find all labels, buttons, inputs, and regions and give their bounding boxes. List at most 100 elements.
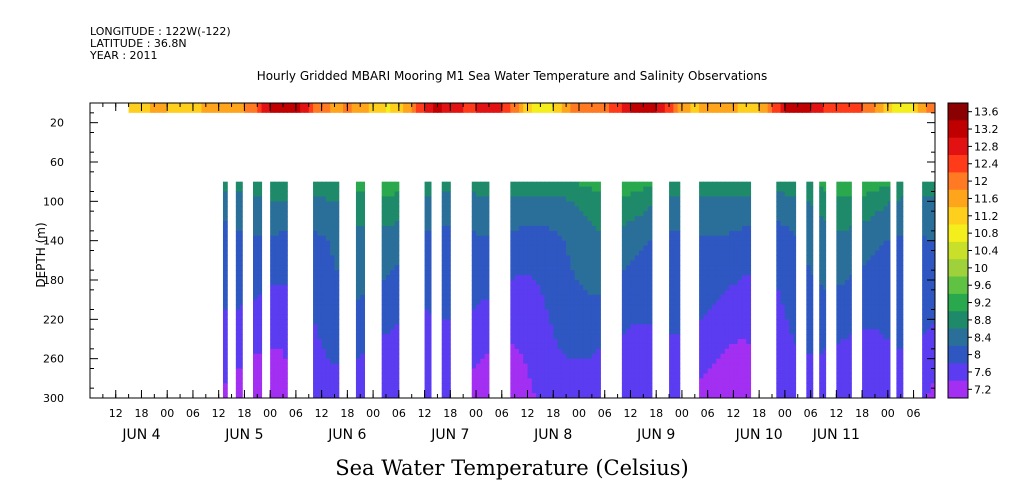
temperature-cell xyxy=(385,196,391,202)
temperature-cell xyxy=(390,309,396,315)
temperature-cell xyxy=(626,284,631,291)
temperature-cell xyxy=(849,343,852,350)
temperature-cell xyxy=(355,319,361,325)
temperature-cell xyxy=(716,314,722,320)
temperature-cell xyxy=(643,329,649,335)
temperature-cell xyxy=(527,255,533,261)
temperature-cell xyxy=(548,240,554,247)
surface-cell xyxy=(806,103,812,113)
temperature-cell xyxy=(703,265,709,271)
temperature-cell xyxy=(874,196,880,202)
temperature-cell xyxy=(321,250,327,256)
temperature-cell xyxy=(776,191,782,197)
temperature-cell xyxy=(235,343,241,350)
temperature-cell xyxy=(514,378,520,384)
temperature-cell xyxy=(544,294,550,301)
temperature-cell xyxy=(222,314,228,320)
temperature-cell xyxy=(270,334,275,340)
temperature-cell xyxy=(587,265,593,271)
temperature-cell xyxy=(424,260,430,266)
temperature-cell xyxy=(548,343,554,350)
temperature-cell xyxy=(720,186,726,192)
temperature-cell xyxy=(737,255,743,261)
temperature-cell xyxy=(823,363,827,369)
temperature-cell xyxy=(703,358,709,365)
temperature-cell xyxy=(583,363,589,369)
temperature-cell xyxy=(823,304,827,310)
temperature-cell xyxy=(596,280,601,286)
temperature-cell xyxy=(874,378,880,384)
temperature-cell xyxy=(561,270,567,276)
temperature-cell xyxy=(355,181,361,188)
temperature-cell xyxy=(531,304,537,310)
temperature-cell xyxy=(806,181,812,188)
temperature-cell xyxy=(669,255,674,261)
surface-cell xyxy=(476,103,481,113)
temperature-cell xyxy=(514,348,520,355)
temperature-cell xyxy=(720,299,726,306)
temperature-cell xyxy=(424,211,430,217)
temperature-cell xyxy=(836,383,842,389)
temperature-cell xyxy=(531,280,537,286)
surface-cell xyxy=(433,103,439,113)
temperature-cell xyxy=(716,378,722,384)
temperature-cell xyxy=(729,181,734,188)
temperature-cell xyxy=(441,343,447,350)
temperature-cell xyxy=(313,270,318,276)
temperature-cell xyxy=(390,304,396,310)
temperature-cell xyxy=(939,270,944,275)
temperature-cell xyxy=(741,388,747,394)
temperature-cell xyxy=(630,348,636,355)
temperature-cell xyxy=(484,304,490,310)
temperature-cell xyxy=(935,196,940,201)
temperature-cell xyxy=(583,201,589,207)
temperature-cell xyxy=(536,383,541,389)
temperature-cell xyxy=(360,329,366,335)
temperature-cell xyxy=(518,368,524,374)
temperature-cell xyxy=(394,378,400,384)
surface-cell xyxy=(669,103,674,113)
temperature-cell xyxy=(471,196,477,202)
temperature-cell xyxy=(553,319,559,325)
temperature-cell xyxy=(360,373,366,379)
temperature-cell xyxy=(274,186,280,192)
temperature-cell xyxy=(283,235,288,242)
temperature-cell xyxy=(235,275,241,281)
temperature-cell xyxy=(446,378,451,384)
temperature-cell xyxy=(647,250,653,256)
temperature-cell xyxy=(703,289,709,296)
temperature-cell xyxy=(819,240,824,247)
temperature-cell xyxy=(879,363,885,369)
temperature-cell xyxy=(441,348,447,355)
temperature-cell xyxy=(591,260,597,266)
temperature-cell xyxy=(566,358,571,365)
temperature-cell xyxy=(544,196,550,202)
temperature-cell xyxy=(583,260,589,266)
temperature-cell xyxy=(548,289,554,296)
temperature-cell xyxy=(935,285,940,290)
temperature-cell xyxy=(240,353,243,360)
temperature-cell xyxy=(274,343,280,350)
temperature-cell xyxy=(836,211,842,217)
temperature-cell xyxy=(784,289,790,296)
temperature-cell xyxy=(729,373,734,379)
temperature-cell xyxy=(870,265,876,271)
temperature-cell xyxy=(441,206,447,212)
temperature-cell xyxy=(476,181,481,188)
temperature-cell xyxy=(325,201,331,207)
temperature-cell xyxy=(235,358,241,365)
temperature-cell xyxy=(390,299,396,306)
temperature-cell xyxy=(630,363,636,369)
temperature-cell xyxy=(806,289,812,296)
temperature-cell xyxy=(394,299,400,306)
temperature-cell xyxy=(720,304,726,310)
temperature-cell xyxy=(746,309,752,315)
temperature-cell xyxy=(385,216,391,222)
temperature-cell xyxy=(896,329,902,335)
temperature-cell xyxy=(561,186,567,192)
temperature-cell xyxy=(677,211,681,217)
temperature-cell xyxy=(476,353,481,360)
temperature-cell xyxy=(274,383,280,389)
deep-data-segment xyxy=(471,181,490,398)
temperature-cell xyxy=(222,368,228,374)
